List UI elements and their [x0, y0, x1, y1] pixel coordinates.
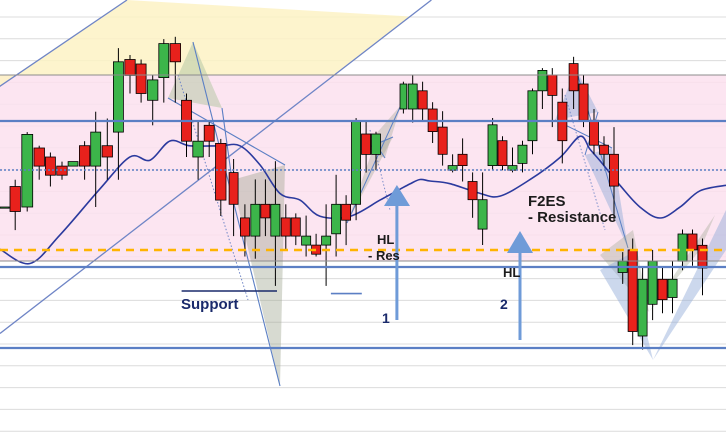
svg-text:2: 2: [500, 296, 508, 312]
svg-text:1: 1: [382, 310, 390, 326]
svg-text:HL: HL: [503, 265, 520, 280]
svg-text:HL: HL: [377, 232, 394, 247]
svg-text:Support: Support: [181, 296, 239, 313]
svg-text:- Resistance: - Resistance: [528, 209, 616, 226]
svg-text:- Res: - Res: [368, 248, 400, 263]
svg-text:F2ES: F2ES: [528, 193, 566, 210]
